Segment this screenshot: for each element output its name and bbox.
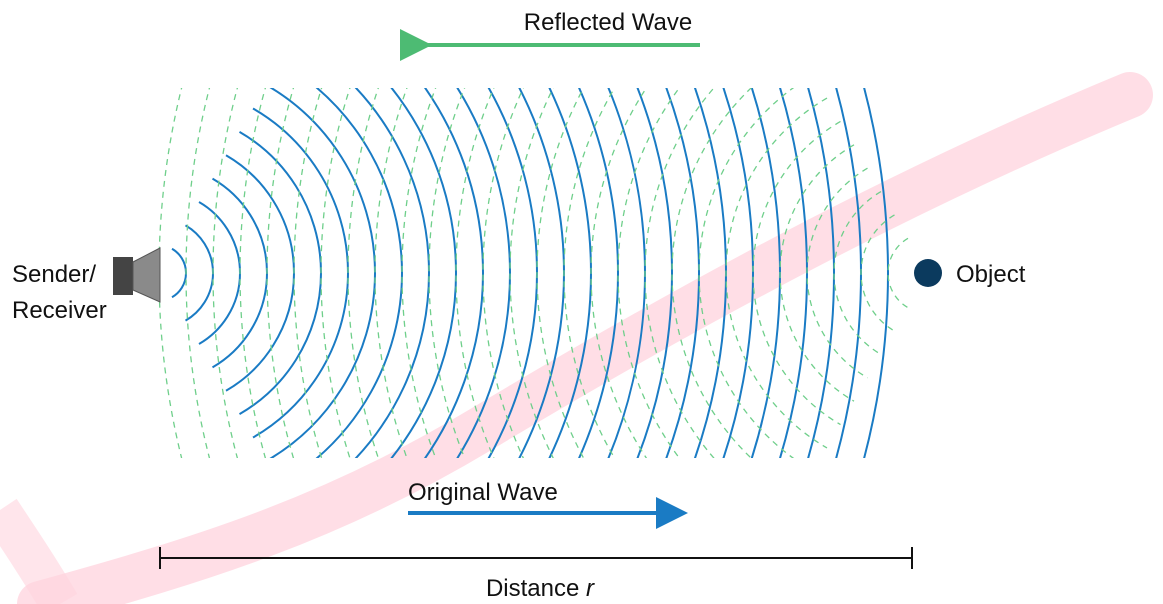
object-label: Object [956,261,1026,288]
wave-arc [172,249,186,297]
reflected-label: Reflected Wave [524,9,693,36]
wave-arc [298,73,402,473]
wave-arc [321,73,355,473]
sender-label: Receiver [12,297,107,324]
speaker-body [113,257,133,295]
watermark [0,510,60,604]
original-label: Original Wave [408,479,558,506]
wave-arc [213,73,242,473]
distance-text: Distance [486,575,579,602]
wave-arc [804,73,834,473]
wave-arc [226,155,294,391]
wave-arc [341,73,429,473]
wave-arc [860,73,888,473]
wave-arc [375,73,412,473]
distance-variable: r [586,575,595,602]
wave-arc [602,73,645,473]
wave-arc [572,73,618,473]
wave-arc [199,202,240,344]
distance-label: Distance r [486,575,595,602]
wave-arc [888,238,908,307]
wave-arc [240,73,270,473]
object-dot [914,259,942,287]
wave-arc [661,73,699,473]
wave-arc [348,73,384,473]
page: Reflected Wave Sender/ Receiver Object O… [0,0,1163,604]
wave-arc [631,73,672,473]
wave-arc [186,73,213,473]
wave-arc [564,73,624,473]
wave-arc [159,73,185,473]
speaker-cone [133,248,160,302]
sender-label: Sender/ [12,261,96,288]
diagram: Reflected Wave Sender/ Receiver Object O… [0,0,1163,604]
wave-arc [186,225,214,320]
wave-arc [832,73,861,473]
